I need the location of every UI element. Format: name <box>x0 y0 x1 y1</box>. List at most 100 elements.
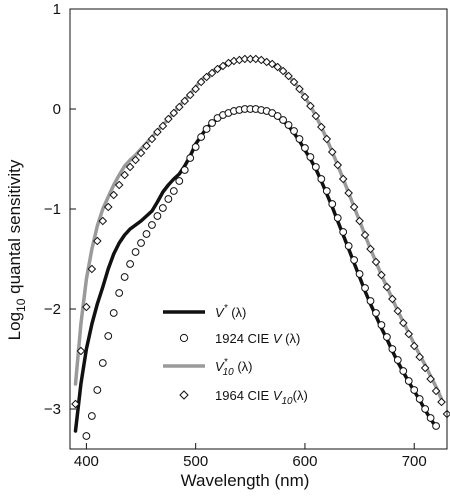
series-3-point <box>103 202 113 212</box>
series-1-point <box>404 377 413 385</box>
series-3-point <box>142 141 151 151</box>
series-1-point <box>153 212 162 220</box>
series-1-point <box>333 214 342 222</box>
series-1-point <box>415 395 424 403</box>
series-1-point <box>175 177 184 185</box>
series-1-point <box>344 242 353 250</box>
series-3-point <box>256 55 266 65</box>
x-tick-label-500: 500 <box>183 453 208 470</box>
y-axis-label: Log10 quantal sensitivity <box>5 159 28 340</box>
series-1-point <box>295 135 304 143</box>
series-1-point <box>350 256 359 264</box>
legend-1964-sub: 10 <box>282 396 294 407</box>
x-tick-label-700: 700 <box>402 453 427 470</box>
series-3-point <box>109 190 119 200</box>
series-1-point <box>421 405 430 413</box>
legend-1964-v: V <box>273 388 283 403</box>
y-tick-label-3: −2 <box>44 301 61 318</box>
series-3-point <box>349 202 359 212</box>
y-tick-label-0: 1 <box>53 1 61 18</box>
legend-1924-rest: (λ) <box>282 331 301 346</box>
series-1-point <box>290 127 298 135</box>
y-axis-label-base: Log <box>5 312 24 340</box>
series-3-point <box>262 57 272 67</box>
y-axis-label-rest: quantal sensitivity <box>5 159 24 298</box>
series-1 <box>82 105 440 440</box>
series-3-point <box>278 66 288 76</box>
y-axis-label-sub: 10 <box>14 298 28 312</box>
series-3-point <box>437 397 446 407</box>
series-3-point <box>355 216 364 226</box>
plot-frame <box>69 8 448 450</box>
series-0-line <box>73 107 438 433</box>
series-3-point <box>98 216 108 226</box>
series-3-point <box>267 59 277 69</box>
series-1-point <box>93 386 102 394</box>
series-3-point <box>311 111 321 121</box>
x-tick-label-400: 400 <box>74 453 99 470</box>
series-1-point <box>137 239 145 247</box>
legend-entry-v10-star: V* 10 (λ) <box>215 357 252 378</box>
series-3-point <box>218 61 228 71</box>
series-3-point <box>169 108 179 118</box>
series-1-point <box>355 270 364 278</box>
legend-v10-base: V <box>215 359 225 374</box>
series-1-point <box>126 260 135 268</box>
series-1-point <box>191 143 200 151</box>
series-3-point <box>213 64 222 74</box>
series-3 <box>71 54 450 419</box>
series-3-point <box>273 62 282 72</box>
series-1-point <box>109 309 118 317</box>
series-1-point <box>158 204 167 212</box>
series-3-point <box>87 264 97 274</box>
series-3-point <box>306 101 315 111</box>
series-3-point <box>366 244 375 254</box>
legend-1964-rest: (λ) <box>293 388 308 403</box>
series-1-point <box>361 284 369 292</box>
series-3-point <box>131 155 140 165</box>
series-3-point <box>377 270 386 280</box>
legend-entry-1964-cie: 1964 CIE V10(λ) <box>215 388 308 407</box>
series-1-point <box>186 154 195 162</box>
series-1-point <box>393 356 402 364</box>
series-3-point <box>431 386 441 396</box>
series-1-point <box>82 432 91 440</box>
series-3-point <box>207 68 217 78</box>
series-3-point <box>147 134 157 144</box>
series-3-point <box>153 127 162 137</box>
legend-v-star-rest: (λ) <box>228 305 247 320</box>
series-1-point <box>87 412 96 420</box>
series-3-point <box>82 302 91 312</box>
legend-v10-sub: 10 <box>223 367 235 378</box>
series-1-point <box>180 166 189 174</box>
legend-swatch-1964-cie <box>179 390 189 400</box>
series-3-point <box>284 71 293 81</box>
series-3-point <box>295 84 304 94</box>
series-1-point <box>197 133 206 141</box>
legend-entry-v-star: V* (λ) <box>215 303 246 320</box>
series-3-point <box>388 294 397 304</box>
series-1-point <box>317 175 326 183</box>
series-1-point <box>339 228 348 236</box>
series-3-point <box>327 147 337 157</box>
series-3-point <box>415 352 424 362</box>
series-1-point <box>372 309 380 317</box>
series-layer <box>71 54 450 440</box>
series-1-point <box>164 195 173 203</box>
y-tick-label-4: −3 <box>44 401 61 418</box>
series-3-point <box>125 162 135 172</box>
series-3-point <box>404 329 414 339</box>
series-1-point <box>98 359 107 367</box>
series-1-point <box>273 112 282 120</box>
series-3-point <box>393 306 403 316</box>
series-1-point <box>388 345 397 353</box>
y-tick-label-1: 0 <box>53 101 61 118</box>
series-1-point <box>104 332 113 340</box>
series-3-point <box>409 341 419 351</box>
series-3-point <box>360 230 370 240</box>
series-3-point <box>420 363 430 373</box>
series-1-point <box>301 144 309 152</box>
series-1-point <box>311 163 320 171</box>
series-3-point <box>322 134 332 144</box>
series-3-point <box>136 148 146 158</box>
